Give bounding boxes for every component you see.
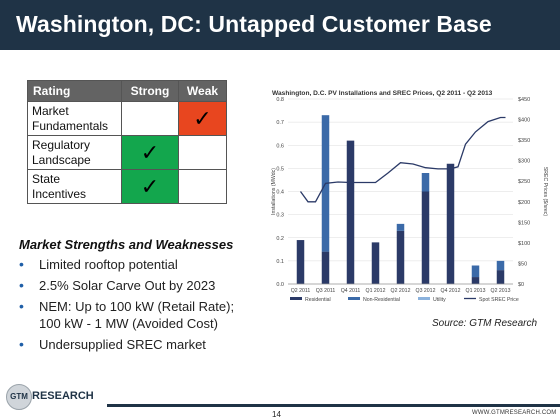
row-label-line: Landscape bbox=[32, 152, 91, 167]
row-label-line: State bbox=[32, 171, 61, 186]
bar-residential bbox=[346, 140, 355, 284]
srec-price-line bbox=[299, 116, 506, 203]
list-item: NEM: Up to 100 kW (Retail Rate); 100 kW … bbox=[19, 298, 259, 332]
page-title: Washington, DC: Untapped Customer Base bbox=[16, 11, 492, 37]
row-label: Market Fundamentals bbox=[27, 101, 122, 136]
y2-tick-label: $150 bbox=[518, 220, 530, 226]
x-tick-label: Q2 2012 bbox=[391, 288, 411, 294]
check-icon: ✓ bbox=[140, 173, 160, 199]
check-icon: ✓ bbox=[140, 139, 160, 165]
legend-label: Utility bbox=[433, 297, 446, 303]
y2-tick-label: $350 bbox=[518, 138, 530, 144]
bar-residential bbox=[446, 163, 455, 284]
y-tick-label: 0.4 bbox=[276, 190, 284, 196]
y2-tick-label: $100 bbox=[518, 241, 530, 247]
row-label: Regulatory Landscape bbox=[27, 135, 122, 170]
bar-non-residential bbox=[471, 265, 480, 278]
list-item: 2.5% Solar Carve Out by 2023 bbox=[19, 277, 259, 294]
source-note: Source: GTM Research bbox=[432, 318, 538, 329]
strong-cell bbox=[121, 101, 179, 136]
strong-cell: ✓ bbox=[121, 135, 179, 170]
strong-header: Strong bbox=[121, 80, 179, 102]
bar-residential bbox=[496, 270, 505, 284]
list-item: Limited rooftop potential bbox=[19, 256, 259, 273]
y-tick-label: 0.7 bbox=[276, 120, 284, 126]
legend-label: Spot SREC Price bbox=[479, 297, 519, 303]
bar-residential bbox=[421, 191, 430, 284]
page-number: 14 bbox=[272, 410, 281, 419]
rating-header: Rating bbox=[27, 80, 122, 102]
gtm-logo: GTM RESEARCH bbox=[6, 384, 104, 410]
bar-residential bbox=[296, 240, 305, 284]
bar-non-residential bbox=[496, 260, 505, 271]
bar-non-residential bbox=[396, 223, 405, 231]
x-tick-label: Q1 2012 bbox=[366, 288, 386, 294]
y2-tick-label: $300 bbox=[518, 159, 530, 165]
bar-non-residential bbox=[421, 173, 430, 192]
bar-residential bbox=[396, 230, 405, 284]
legend-swatch bbox=[418, 297, 430, 300]
chart-svg: Washington, D.C. PV Installations and SR… bbox=[271, 90, 548, 303]
y-tick-label: 0.5 bbox=[276, 166, 284, 172]
logo-text: RESEARCH bbox=[32, 390, 94, 402]
x-tick-label: Q3 2012 bbox=[416, 288, 436, 294]
bar-residential bbox=[471, 277, 480, 284]
x-tick-label: Q2 2011 bbox=[291, 288, 311, 294]
rating-row-market: Market Fundamentals ✓ bbox=[27, 101, 227, 136]
logo-mark: GTM bbox=[6, 384, 32, 410]
rating-table-header: Rating Strong Weak bbox=[27, 80, 227, 102]
rating-row-regulatory: Regulatory Landscape ✓ bbox=[27, 135, 227, 170]
y-tick-label: 0.1 bbox=[276, 259, 284, 265]
pv-srec-chart: Washington, D.C. PV Installations and SR… bbox=[268, 86, 551, 310]
y2-tick-label: $250 bbox=[518, 179, 530, 185]
strengths-list: Limited rooftop potential 2.5% Solar Car… bbox=[19, 256, 259, 357]
y-tick-label: 0.0 bbox=[276, 282, 284, 288]
strengths-title: Market Strengths and Weaknesses bbox=[19, 237, 234, 252]
y2-axis-label: SREC Prices ($/srec) bbox=[542, 167, 548, 217]
x-tick-label: Q2 2013 bbox=[491, 288, 511, 294]
rating-row-incentives: State Incentives ✓ bbox=[27, 169, 227, 204]
y-tick-label: 0.2 bbox=[276, 236, 284, 242]
y-tick-label: 0.6 bbox=[276, 143, 284, 149]
y2-tick-label: $200 bbox=[518, 200, 530, 206]
legend-swatch bbox=[348, 297, 360, 300]
rating-table: Rating Strong Weak Market Fundamentals ✓… bbox=[27, 80, 227, 204]
bar-residential bbox=[371, 242, 380, 284]
row-label-line: Incentives bbox=[32, 186, 87, 201]
row-label-line: Fundamentals bbox=[32, 118, 109, 133]
x-tick-label: Q4 2012 bbox=[441, 288, 461, 294]
y-tick-label: 0.8 bbox=[276, 97, 284, 103]
weak-cell bbox=[178, 169, 227, 204]
row-label-line: Regulatory bbox=[32, 137, 91, 152]
chart-title: Washington, D.C. PV Installations and SR… bbox=[272, 90, 493, 97]
bar-residential bbox=[321, 251, 330, 284]
x-tick-label: Q3 2011 bbox=[316, 288, 336, 294]
row-label-line: Market bbox=[32, 103, 69, 118]
legend-label: Residential bbox=[305, 297, 331, 303]
y-tick-label: 0.3 bbox=[276, 213, 284, 219]
weak-cell bbox=[178, 135, 227, 170]
strong-cell: ✓ bbox=[121, 169, 179, 204]
footer-divider bbox=[107, 404, 560, 407]
row-label: State Incentives bbox=[27, 169, 122, 204]
x-tick-label: Q1 2013 bbox=[466, 288, 486, 294]
legend-swatch bbox=[290, 297, 302, 300]
y2-tick-label: $0 bbox=[518, 282, 524, 288]
footer-url: WWW.GTMRESEARCH.COM bbox=[472, 410, 557, 416]
check-icon: ✓ bbox=[193, 105, 212, 131]
weak-cell: ✓ bbox=[178, 101, 227, 136]
y2-tick-label: $50 bbox=[518, 261, 527, 267]
legend-label: Non-Residential bbox=[363, 297, 400, 303]
y2-tick-label: $400 bbox=[518, 118, 530, 124]
weak-header: Weak bbox=[178, 80, 227, 102]
list-item: Undersupplied SREC market bbox=[19, 336, 259, 353]
y2-tick-label: $450 bbox=[518, 97, 530, 103]
y-axis-label: Installations (MWdc) bbox=[271, 168, 277, 215]
title-bar: Washington, DC: Untapped Customer Base bbox=[0, 0, 560, 50]
x-tick-label: Q4 2011 bbox=[341, 288, 361, 294]
